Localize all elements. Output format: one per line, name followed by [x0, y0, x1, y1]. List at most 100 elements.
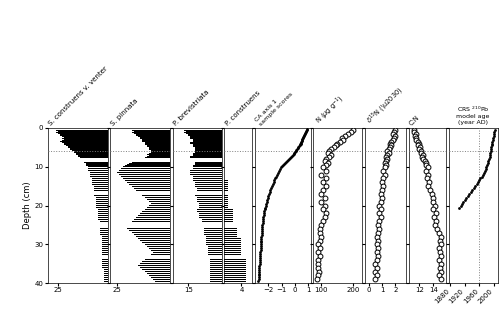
Bar — [224, 277, 246, 278]
Bar — [224, 244, 242, 245]
Bar — [153, 279, 170, 280]
Bar — [224, 242, 242, 243]
Bar — [224, 186, 228, 187]
Bar — [74, 152, 108, 153]
Bar — [100, 228, 108, 229]
Bar — [224, 263, 246, 264]
Bar — [149, 205, 171, 206]
Bar — [140, 137, 170, 138]
Bar — [146, 145, 171, 146]
Bar — [102, 250, 107, 251]
Bar — [64, 144, 108, 145]
Bar — [136, 236, 170, 237]
Bar — [140, 213, 170, 214]
Bar — [134, 133, 170, 134]
Bar — [62, 140, 108, 141]
Bar — [192, 140, 222, 141]
Bar — [132, 186, 170, 187]
Bar — [224, 219, 232, 220]
Bar — [125, 165, 170, 166]
Bar — [98, 211, 108, 212]
Bar — [224, 199, 228, 200]
Bar — [60, 134, 108, 135]
Bar — [200, 215, 222, 216]
Bar — [206, 240, 222, 241]
Bar — [60, 135, 108, 136]
Bar — [125, 227, 170, 228]
Bar — [102, 265, 107, 266]
Bar — [121, 176, 170, 177]
Bar — [90, 174, 108, 175]
Bar — [134, 234, 170, 235]
Bar — [195, 147, 222, 148]
Bar — [184, 132, 222, 133]
Bar — [140, 267, 170, 268]
Bar — [197, 211, 222, 212]
Bar — [224, 201, 228, 202]
Text: CA axis 1
sample scores: CA axis 1 sample scores — [254, 87, 294, 127]
Bar — [151, 277, 171, 278]
Bar — [70, 149, 108, 150]
Bar — [76, 153, 108, 154]
Bar — [224, 246, 242, 247]
Bar — [98, 213, 108, 214]
Bar — [224, 180, 228, 181]
Bar — [134, 219, 170, 220]
Bar — [78, 155, 108, 156]
Bar — [90, 172, 108, 173]
Bar — [192, 180, 222, 181]
Bar — [56, 132, 108, 133]
Bar — [104, 271, 108, 272]
Bar — [98, 219, 108, 220]
Bar — [206, 242, 222, 243]
Bar — [102, 263, 107, 264]
Bar — [224, 217, 232, 218]
Bar — [200, 213, 222, 214]
Bar — [74, 151, 108, 152]
Bar — [224, 261, 246, 262]
Bar — [66, 145, 108, 146]
Bar — [151, 203, 171, 204]
Bar — [121, 168, 170, 169]
Bar — [206, 236, 222, 237]
Title: CRS $^{210}$Pb
model age
(year AD): CRS $^{210}$Pb model age (year AD) — [456, 104, 490, 125]
Text: P. brevistriata: P. brevistriata — [172, 89, 210, 127]
Bar — [224, 281, 246, 282]
Bar — [128, 182, 170, 183]
Bar — [76, 154, 108, 155]
Bar — [146, 273, 171, 274]
Bar — [144, 244, 171, 245]
Y-axis label: Depth (cm): Depth (cm) — [22, 182, 32, 229]
Bar — [190, 136, 222, 137]
Bar — [144, 271, 171, 272]
Bar — [210, 273, 222, 274]
Bar — [224, 215, 232, 216]
Bar — [96, 205, 108, 206]
Bar — [144, 144, 171, 145]
Bar — [125, 180, 170, 181]
Bar — [144, 142, 171, 143]
Text: N ($\mu$g g$^{-1}$): N ($\mu$g g$^{-1}$) — [314, 93, 348, 127]
Bar — [98, 217, 108, 218]
Bar — [224, 232, 237, 233]
Bar — [195, 151, 222, 152]
Bar — [210, 269, 222, 270]
Bar — [104, 273, 108, 274]
Bar — [224, 184, 228, 185]
Bar — [206, 244, 222, 245]
Bar — [149, 201, 171, 202]
Bar — [224, 227, 237, 228]
Bar — [104, 275, 108, 276]
Bar — [224, 182, 228, 183]
Text: $\delta^{15}$N (\u2030): $\delta^{15}$N (\u2030) — [365, 84, 407, 127]
Bar — [142, 140, 171, 141]
Bar — [186, 133, 222, 134]
Bar — [92, 184, 108, 185]
Bar — [188, 134, 222, 135]
Bar — [92, 178, 108, 179]
Bar — [60, 141, 108, 142]
Bar — [210, 263, 222, 264]
Bar — [58, 133, 108, 134]
Bar — [102, 258, 107, 259]
Bar — [128, 164, 170, 165]
